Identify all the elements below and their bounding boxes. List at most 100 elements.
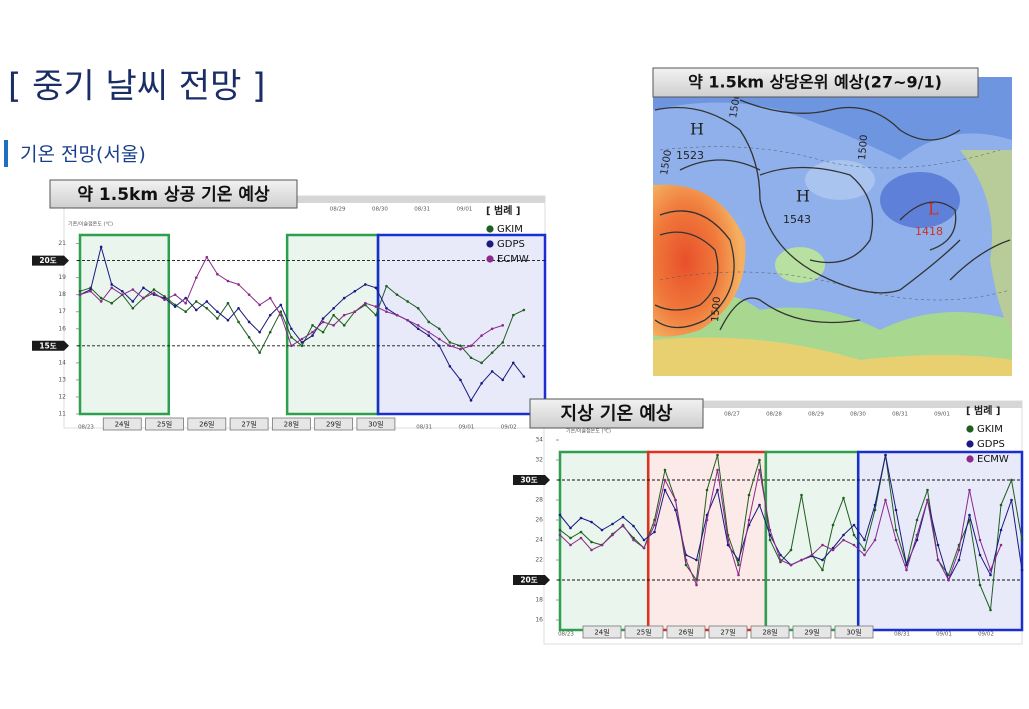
- series-point: [459, 344, 462, 348]
- map-title: 약 1.5km 상당온위 예상(27~9/1): [688, 73, 942, 92]
- series-point: [894, 528, 898, 532]
- legend-swatch: [966, 425, 974, 433]
- contour: [899, 201, 957, 251]
- y-tick-label: 21: [58, 240, 66, 247]
- series-point: [978, 553, 982, 557]
- series-point: [385, 284, 388, 288]
- series-point: [926, 498, 929, 502]
- series-point: [237, 283, 240, 286]
- series-point: [747, 518, 751, 522]
- map-warm-core: [653, 184, 746, 337]
- series-point: [268, 313, 272, 317]
- series-point: [247, 320, 251, 324]
- series-point: [448, 364, 452, 368]
- y-tick-label: 16: [535, 617, 543, 624]
- series-point: [173, 305, 177, 308]
- x-tick-label: 08/31: [894, 632, 910, 638]
- series-point: [831, 548, 835, 552]
- series-point: [469, 356, 473, 360]
- series-point: [842, 538, 845, 542]
- x-top-tick-label: 08/30: [372, 207, 388, 213]
- map-pressure-mark: H: [796, 187, 810, 206]
- contour-label: 1500: [710, 296, 723, 322]
- chart-title: 약 1.5km 상공 기온 예상: [77, 184, 270, 205]
- series-point: [957, 558, 961, 562]
- y-tick-label: 19: [58, 274, 66, 281]
- series-point: [653, 523, 656, 527]
- series-point: [427, 320, 431, 324]
- series-point: [385, 310, 388, 314]
- series-point: [726, 543, 730, 547]
- reference-tag: [32, 340, 69, 351]
- series-point: [131, 300, 135, 303]
- y-tick-label: 34: [535, 437, 543, 444]
- y-tick-label: 18: [535, 597, 543, 604]
- series-point: [821, 558, 824, 562]
- series-point: [684, 558, 688, 562]
- contour: [719, 297, 861, 331]
- map-region: [880, 172, 960, 228]
- day-box: [582, 625, 622, 639]
- series-point: [184, 310, 187, 314]
- series-point: [695, 583, 698, 587]
- series-point: [936, 558, 940, 562]
- day-box: [102, 417, 142, 431]
- series-point: [569, 543, 572, 547]
- series-point: [968, 488, 971, 492]
- x-top-tick-label: 08/30: [850, 412, 866, 418]
- series-point: [768, 533, 772, 537]
- series-point: [569, 536, 572, 540]
- series-point: [579, 536, 583, 540]
- series-point: [99, 296, 103, 300]
- series-point: [459, 347, 462, 351]
- series-point: [374, 305, 378, 308]
- map-region: [653, 337, 1012, 376]
- series-point: [194, 300, 198, 303]
- day-label: 24일: [594, 628, 609, 637]
- series-point: [821, 543, 824, 547]
- series-point: [406, 318, 409, 322]
- series-point: [216, 317, 219, 320]
- y-tick-label: 28: [535, 497, 543, 504]
- series-point: [194, 276, 198, 279]
- series-point: [999, 503, 1003, 507]
- series-point: [747, 493, 751, 497]
- series-point: [1020, 568, 1024, 572]
- day-label: 30일: [846, 628, 861, 637]
- series-point: [395, 313, 399, 317]
- series-point: [632, 524, 635, 528]
- day-box: [624, 625, 664, 639]
- contour-label: 1500: [659, 149, 674, 176]
- day-box: [314, 417, 354, 431]
- series-point: [705, 518, 709, 522]
- series-point: [852, 543, 856, 547]
- y-axis-label: 기온/이슬점온도 (℃): [566, 428, 611, 435]
- day-label: 29일: [804, 628, 819, 637]
- series-point: [663, 488, 667, 492]
- series-point: [894, 508, 898, 512]
- series-point: [300, 337, 304, 341]
- series-point: [268, 330, 272, 334]
- series-point: [490, 351, 494, 354]
- weather-map: H 1523 H 1543 L 1418 1500 1500 1500 1500: [653, 77, 1012, 376]
- y-tick-label: 22: [535, 557, 543, 564]
- series-point: [600, 543, 604, 547]
- series-point: [789, 548, 793, 552]
- series-point: [915, 538, 919, 542]
- series-point: [99, 245, 103, 249]
- series-point: [290, 344, 293, 348]
- day-box: [356, 417, 396, 431]
- day-label: 29일: [326, 420, 341, 429]
- series-point: [385, 307, 388, 310]
- series-point: [216, 310, 219, 314]
- legend-label: GDPS: [497, 239, 525, 250]
- series-point: [800, 493, 803, 497]
- series-point: [716, 468, 719, 472]
- series-point: [279, 303, 283, 307]
- x-top-tick-label: 08/27: [724, 412, 740, 418]
- chart-title-box: [529, 398, 704, 429]
- reference-label: 20도: [39, 256, 56, 265]
- y-tick-label: 18: [58, 291, 66, 298]
- legend-title: [ 범례 ]: [486, 204, 521, 217]
- series-point: [863, 553, 866, 557]
